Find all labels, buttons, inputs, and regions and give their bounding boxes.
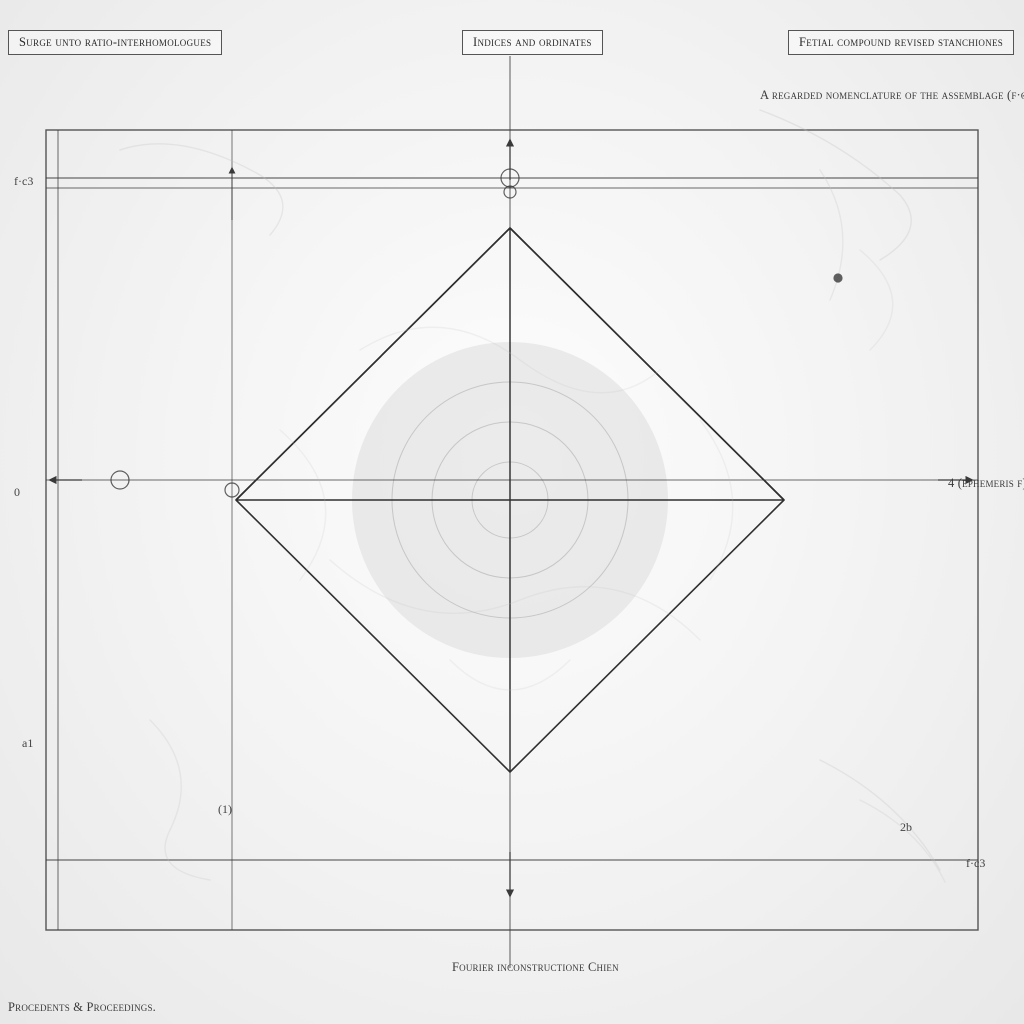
tick-base-2: 2b xyxy=(900,820,912,835)
header-box-center: Indices and ordinates xyxy=(462,30,603,55)
footer-left: Procedents & Proceedings. xyxy=(8,1000,156,1015)
bottom-caption: Fourier inconstructione Chien xyxy=(452,960,619,975)
tick-bot-right: f·c3 xyxy=(966,856,985,871)
right-mid-annotation: 4 (ephemeris f) xyxy=(948,476,1024,491)
tick-mid-left: 0 xyxy=(14,485,20,500)
header-box-left: Surge unto ratio-interhomologues xyxy=(8,30,222,55)
tick-base-1: (1) xyxy=(218,802,232,817)
subtitle-annotation: A regarded nomenclature of the assemblag… xyxy=(760,88,1024,103)
header-box-right: Fetial compound revised stanchiones xyxy=(788,30,1014,55)
tick-top-left: f·c3 xyxy=(14,174,33,189)
geometry-canvas xyxy=(0,0,1024,1024)
tick-bot-left: a1 xyxy=(22,736,33,751)
